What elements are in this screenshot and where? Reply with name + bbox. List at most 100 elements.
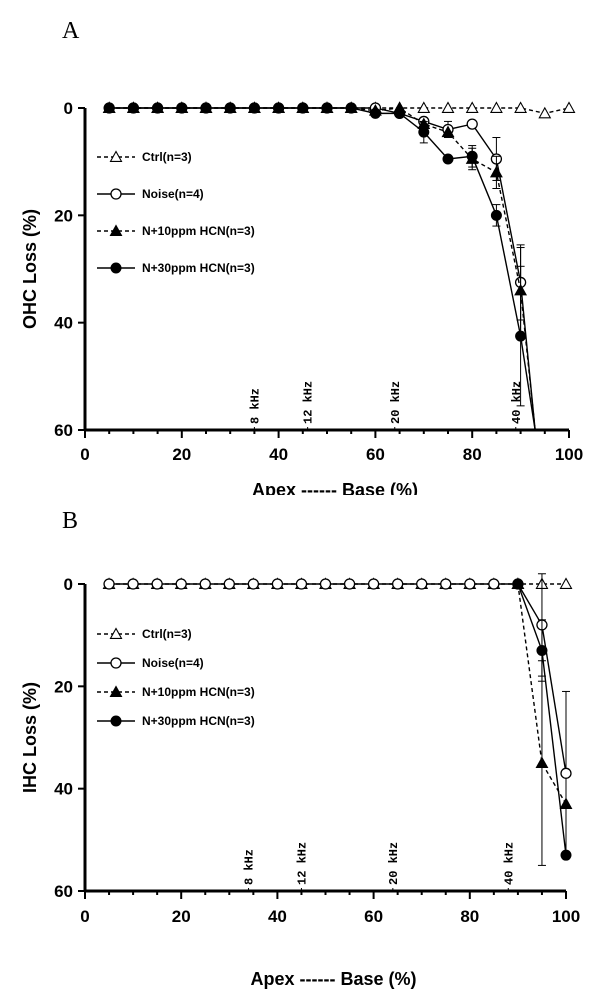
data-point xyxy=(490,209,502,221)
data-point xyxy=(512,578,524,590)
data-point xyxy=(466,118,478,130)
legend-marker xyxy=(110,715,122,727)
panel-letter-b: B xyxy=(62,508,79,534)
data-point xyxy=(488,578,500,590)
data-point xyxy=(271,578,284,590)
legend-marker xyxy=(110,262,122,274)
data-point xyxy=(418,126,430,138)
data-point xyxy=(152,102,164,114)
x-tick-label: 0 xyxy=(80,445,89,464)
y-tick-label: 40 xyxy=(54,780,73,799)
legend-label: Ctrl(n=3) xyxy=(142,627,192,641)
data-point xyxy=(465,101,479,113)
data-point xyxy=(103,102,115,114)
legend-label: N+30ppm HCN(n=3) xyxy=(142,261,255,275)
x-tick-label: 0 xyxy=(80,907,89,926)
data-point xyxy=(417,101,431,113)
legend-entry: Ctrl(n=3) xyxy=(97,150,192,164)
data-point xyxy=(538,106,552,119)
series-0 xyxy=(102,101,576,119)
y-tick-label: 20 xyxy=(54,677,73,696)
data-point xyxy=(369,107,381,119)
x-tick-label: 60 xyxy=(366,445,385,464)
data-point xyxy=(536,645,548,657)
data-point xyxy=(319,578,332,590)
data-point xyxy=(127,102,139,114)
data-point xyxy=(442,153,454,165)
freq-marker-label: 12 kHz xyxy=(302,381,316,424)
data-point xyxy=(559,577,573,589)
panel-letter-a: A xyxy=(62,18,80,44)
freq-marker-label: 40 kHz xyxy=(510,381,524,424)
data-point xyxy=(394,107,406,119)
x-axis-title: Apex ------ Base (%) xyxy=(250,969,416,989)
legend-marker xyxy=(109,224,123,236)
data-point xyxy=(515,330,527,342)
x-tick-label: 40 xyxy=(269,445,288,464)
y-tick-label: 20 xyxy=(54,206,73,225)
data-point xyxy=(127,578,139,590)
y-axis-title: IHC Loss (%) xyxy=(20,682,40,793)
legend-marker xyxy=(110,188,122,200)
x-tick-label: 80 xyxy=(460,907,479,926)
freq-marker-label: 20 kHz xyxy=(389,381,403,424)
data-point xyxy=(367,578,380,590)
freq-marker-label: 20 kHz xyxy=(387,842,401,885)
data-point xyxy=(489,101,503,113)
data-point xyxy=(514,101,528,113)
data-point xyxy=(440,578,452,590)
data-point xyxy=(176,102,188,114)
y-axis-title: OHC Loss (%) xyxy=(20,209,40,329)
data-point xyxy=(466,150,478,162)
legend-entry: N+30ppm HCN(n=3) xyxy=(97,714,255,728)
freq-marker-label: 8 kHz xyxy=(243,849,257,885)
data-point xyxy=(441,101,455,113)
x-tick-label: 100 xyxy=(555,445,583,464)
legend-label: N+10ppm HCN(n=3) xyxy=(142,224,255,238)
data-point xyxy=(441,125,455,138)
y-tick-label: 60 xyxy=(54,882,73,901)
legend-marker xyxy=(109,685,123,697)
legend-entry: N+10ppm HCN(n=3) xyxy=(97,224,255,238)
legend-label: Noise(n=4) xyxy=(142,187,204,201)
data-point xyxy=(200,102,212,114)
data-point xyxy=(247,578,260,590)
freq-marker-label: 40 kHz xyxy=(502,842,516,885)
data-point xyxy=(223,578,235,590)
data-point xyxy=(295,578,308,590)
data-point xyxy=(343,578,356,590)
freq-marker-label: 12 kHz xyxy=(295,842,309,885)
freq-marker-label: 8 kHz xyxy=(248,388,262,424)
series-line xyxy=(109,583,567,774)
data-point xyxy=(248,102,260,114)
data-point xyxy=(489,165,503,178)
data-point xyxy=(151,578,163,590)
y-tick-label: 0 xyxy=(64,99,73,118)
data-point xyxy=(391,578,404,590)
data-point xyxy=(321,102,333,114)
data-point xyxy=(535,756,549,769)
data-point xyxy=(560,767,572,779)
data-point xyxy=(560,849,572,861)
chart-b: 0 20 40 60 0 20 40 60 80 100 IHC Loss (%) Apex ----… xyxy=(20,573,580,989)
legend-marker xyxy=(109,150,123,162)
y-tick-label: 0 xyxy=(64,575,73,594)
data-point xyxy=(199,578,211,590)
legend-entry: N+10ppm HCN(n=3) xyxy=(97,685,255,699)
data-point xyxy=(273,102,285,114)
chart-a: 0 20 40 60 0 20 40 60 80 100 OHC Loss (%) Apex ----… xyxy=(20,99,583,495)
legend-entry: Ctrl(n=3) xyxy=(97,627,192,641)
legend-label: N+10ppm HCN(n=3) xyxy=(142,685,255,699)
y-tick-label: 60 xyxy=(54,421,73,440)
data-point xyxy=(559,797,573,809)
x-tick-label: 20 xyxy=(172,445,191,464)
x-tick-label: 100 xyxy=(552,907,580,926)
legend-entry: N+30ppm HCN(n=3) xyxy=(97,261,255,275)
data-point xyxy=(103,578,115,590)
series-3 xyxy=(103,102,536,431)
data-point xyxy=(416,578,428,590)
data-point xyxy=(562,101,576,113)
y-tick-label: 40 xyxy=(54,314,73,333)
legend-marker xyxy=(110,657,122,669)
legend-entry: Noise(n=4) xyxy=(97,656,204,670)
